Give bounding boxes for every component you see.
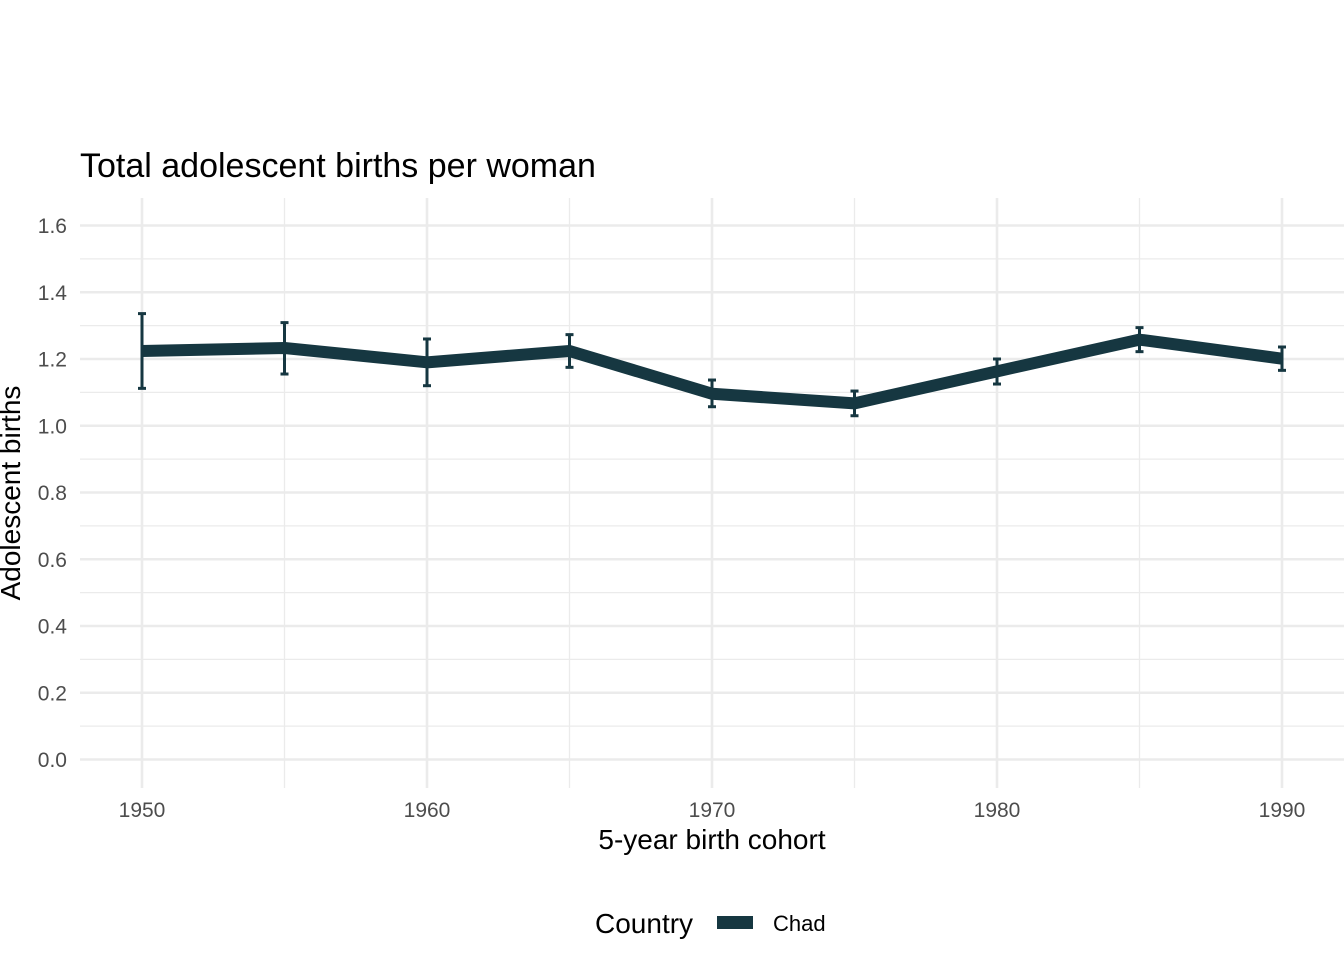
x-tick-label: 1950 <box>119 799 166 822</box>
y-axis-title: Adolescent births <box>0 386 26 601</box>
y-tick-label: 1.6 <box>38 215 67 238</box>
series-line-chad <box>141 333 1283 410</box>
legend-label-chad: Chad <box>773 911 826 936</box>
y-tick-label: 0.0 <box>38 749 67 772</box>
chart-title: Total adolescent births per woman <box>80 147 596 185</box>
y-tick-labels: 0.0 0.2 0.4 0.6 0.8 1.0 1.2 1.4 1.6 <box>38 215 68 772</box>
y-tick-label: 0.2 <box>38 682 67 705</box>
y-tick-label: 1.4 <box>38 282 68 305</box>
y-tick-label: 1.0 <box>38 415 67 438</box>
y-tick-label: 1.2 <box>38 349 67 372</box>
major-gridlines <box>80 198 1344 788</box>
x-tick-label: 1980 <box>974 799 1021 822</box>
x-tick-label: 1960 <box>404 799 451 822</box>
y-tick-label: 0.4 <box>38 616 68 639</box>
x-tick-label: 1990 <box>1259 799 1306 822</box>
x-axis-title: 5-year birth cohort <box>598 824 825 855</box>
x-tick-label: 1970 <box>689 799 736 822</box>
legend-key-chad <box>717 916 753 929</box>
y-tick-label: 0.8 <box>38 482 67 505</box>
series-lines <box>141 333 1283 410</box>
legend: Country Chad <box>595 908 826 939</box>
y-tick-label: 0.6 <box>38 549 67 572</box>
legend-title: Country <box>595 908 693 939</box>
x-tick-labels: 1950 1960 1970 1980 1990 <box>119 799 1306 822</box>
